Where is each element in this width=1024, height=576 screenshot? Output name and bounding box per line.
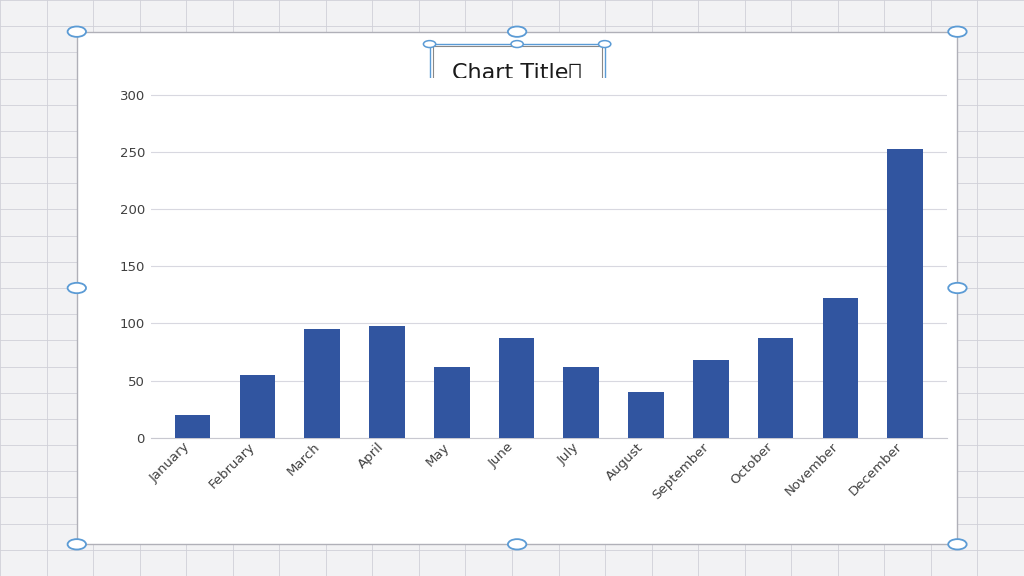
Bar	[304, 329, 340, 438]
Text: Chart Title⏐: Chart Title⏐	[453, 63, 582, 83]
Circle shape	[598, 40, 610, 48]
Bar	[887, 149, 923, 438]
Circle shape	[508, 539, 526, 550]
Circle shape	[948, 283, 967, 293]
Circle shape	[68, 283, 86, 293]
Bar	[240, 375, 275, 438]
Bar	[758, 338, 794, 438]
Circle shape	[948, 539, 967, 550]
FancyBboxPatch shape	[77, 32, 957, 544]
Circle shape	[68, 539, 86, 550]
Circle shape	[508, 26, 526, 37]
Circle shape	[68, 26, 86, 37]
Bar	[175, 415, 211, 438]
FancyBboxPatch shape	[432, 46, 602, 101]
Circle shape	[511, 99, 523, 106]
Bar	[369, 326, 404, 438]
Circle shape	[948, 26, 967, 37]
Bar	[434, 367, 470, 438]
Circle shape	[598, 99, 610, 106]
Circle shape	[424, 99, 436, 106]
Bar	[628, 392, 664, 438]
Bar	[563, 367, 599, 438]
Circle shape	[424, 40, 436, 48]
Bar	[822, 298, 858, 438]
Circle shape	[511, 40, 523, 48]
Bar	[499, 338, 535, 438]
Bar	[693, 360, 729, 438]
